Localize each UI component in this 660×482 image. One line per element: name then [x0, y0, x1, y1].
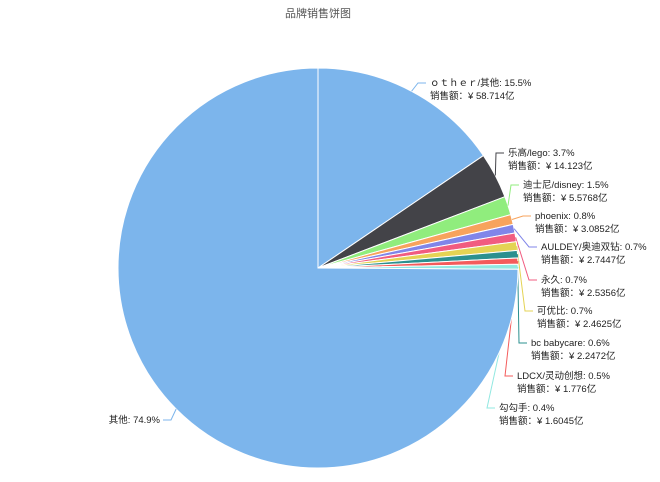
- slice-percent: 0.7%: [571, 306, 593, 317]
- sales-value: ¥ 1.776亿: [554, 383, 596, 395]
- sales-label: 销售额：¥ 3.0852亿: [535, 223, 620, 235]
- sales-prefix: 销售额：: [541, 287, 579, 299]
- sales-label: 销售额：¥ 2.4625亿: [537, 318, 622, 330]
- slice-name: 迪士尼/disney: [523, 179, 582, 191]
- slice-percent: 15.5%: [504, 78, 531, 89]
- sales-value: ¥ 1.6045亿: [536, 415, 583, 427]
- sales-value: ¥ 2.7447亿: [578, 254, 625, 266]
- leader-line: [517, 254, 527, 344]
- sales-prefix: 销售额：: [517, 383, 555, 395]
- slice-label: 其他: 74.9%: [109, 414, 161, 426]
- slice-percent: 0.7%: [625, 242, 647, 253]
- slice-percent: 0.6%: [588, 338, 610, 349]
- label-separator: :: [528, 403, 533, 414]
- slice-label: LDCX/灵动创想: 0.5%: [517, 370, 610, 382]
- leader-line: [515, 237, 537, 281]
- leader-line: [516, 245, 533, 312]
- leader-line: [511, 215, 531, 220]
- label-separator: :: [620, 242, 625, 253]
- pie-slice: [317, 67, 485, 269]
- label-separator: :: [568, 211, 573, 222]
- sales-prefix: 销售额：: [499, 415, 537, 427]
- slice-name: phoenix: [535, 211, 569, 222]
- leader-line: [494, 152, 504, 176]
- chart-title: 品牌销售饼图: [285, 6, 351, 20]
- slice-name: 其他: [109, 414, 129, 426]
- sales-value: ¥ 58.714亿: [467, 90, 514, 102]
- slice-label: 永久: 0.7%: [541, 274, 588, 286]
- slice-name: AULDEY/奥迪双钻: [541, 241, 620, 253]
- slice-label: bc babycare: 0.6%: [531, 338, 610, 349]
- slice-name: bc babycare: [531, 338, 583, 349]
- slice-label: 勾勾手: 0.4%: [499, 402, 555, 414]
- leader-line: [411, 82, 426, 92]
- slice-label: 乐高/lego: 3.7%: [508, 147, 575, 159]
- sales-value: ¥ 14.123亿: [545, 160, 592, 172]
- sales-label: 销售额：¥ 5.5768亿: [523, 192, 608, 204]
- slice-percent: 1.5%: [587, 180, 609, 191]
- sales-value: ¥ 5.5768亿: [560, 192, 607, 204]
- slice-name: 永久: [541, 274, 561, 286]
- slice-label: phoenix: 0.8%: [535, 211, 596, 222]
- leader-line: [507, 184, 519, 206]
- slice-name: ｏｔｈｅｒ/其他: [430, 77, 500, 89]
- slice-name: 可优比: [537, 305, 566, 317]
- slice-name: LDCX/灵动创想: [517, 370, 583, 382]
- sales-prefix: 销售额：: [531, 350, 569, 362]
- slice-percent: 3.7%: [553, 148, 575, 159]
- label-separator: :: [128, 415, 133, 426]
- slice-name: 勾勾手: [499, 402, 528, 414]
- slice-name: 乐高/lego: [508, 147, 548, 159]
- slice-label: ｏｔｈｅｒ/其他: 15.5%: [430, 77, 532, 89]
- slice-percent: 74.9%: [133, 415, 160, 426]
- slice-percent: 0.7%: [565, 275, 587, 286]
- sales-value: ¥ 3.0852亿: [572, 223, 619, 235]
- slice-percent: 0.5%: [588, 371, 610, 382]
- slice-label: 迪士尼/disney: 1.5%: [523, 179, 609, 191]
- slice-label: AULDEY/奥迪双钻: 0.7%: [541, 241, 647, 253]
- sales-value: ¥ 2.5356亿: [578, 287, 625, 299]
- sales-label: 销售额：¥ 2.5356亿: [541, 287, 626, 299]
- slice-percent: 0.8%: [574, 211, 596, 222]
- sales-prefix: 销售额：: [523, 192, 561, 204]
- leader-line: [513, 228, 537, 248]
- sales-label: 销售额：¥ 58.714亿: [430, 90, 515, 102]
- label-separator: :: [583, 338, 588, 349]
- sales-prefix: 销售额：: [508, 160, 546, 172]
- sales-prefix: 销售额：: [541, 254, 579, 266]
- label-separator: :: [583, 371, 588, 382]
- sales-label: 销售额：¥ 1.776亿: [517, 383, 596, 395]
- sales-label: 销售额：¥ 2.7447亿: [541, 254, 626, 266]
- slice-percent: 0.4%: [533, 403, 555, 414]
- sales-prefix: 销售额：: [535, 223, 573, 235]
- label-separator: :: [582, 180, 587, 191]
- pie-slice: [117, 67, 519, 469]
- label-separator: :: [499, 78, 504, 89]
- slice-label: 可优比: 0.7%: [537, 305, 593, 317]
- label-separator: :: [566, 306, 571, 317]
- sales-value: ¥ 2.4625亿: [574, 318, 621, 330]
- sales-prefix: 销售额：: [537, 318, 575, 330]
- sales-label: 销售额：¥ 2.2472亿: [531, 350, 616, 362]
- label-separator: :: [560, 275, 565, 286]
- sales-label: 销售额：¥ 1.6045亿: [499, 415, 584, 427]
- sales-label: 销售额：¥ 14.123亿: [508, 160, 593, 172]
- label-separator: :: [548, 148, 553, 159]
- leader-line: [163, 408, 177, 421]
- sales-prefix: 销售额：: [430, 90, 468, 102]
- sales-value: ¥ 2.2472亿: [568, 350, 615, 362]
